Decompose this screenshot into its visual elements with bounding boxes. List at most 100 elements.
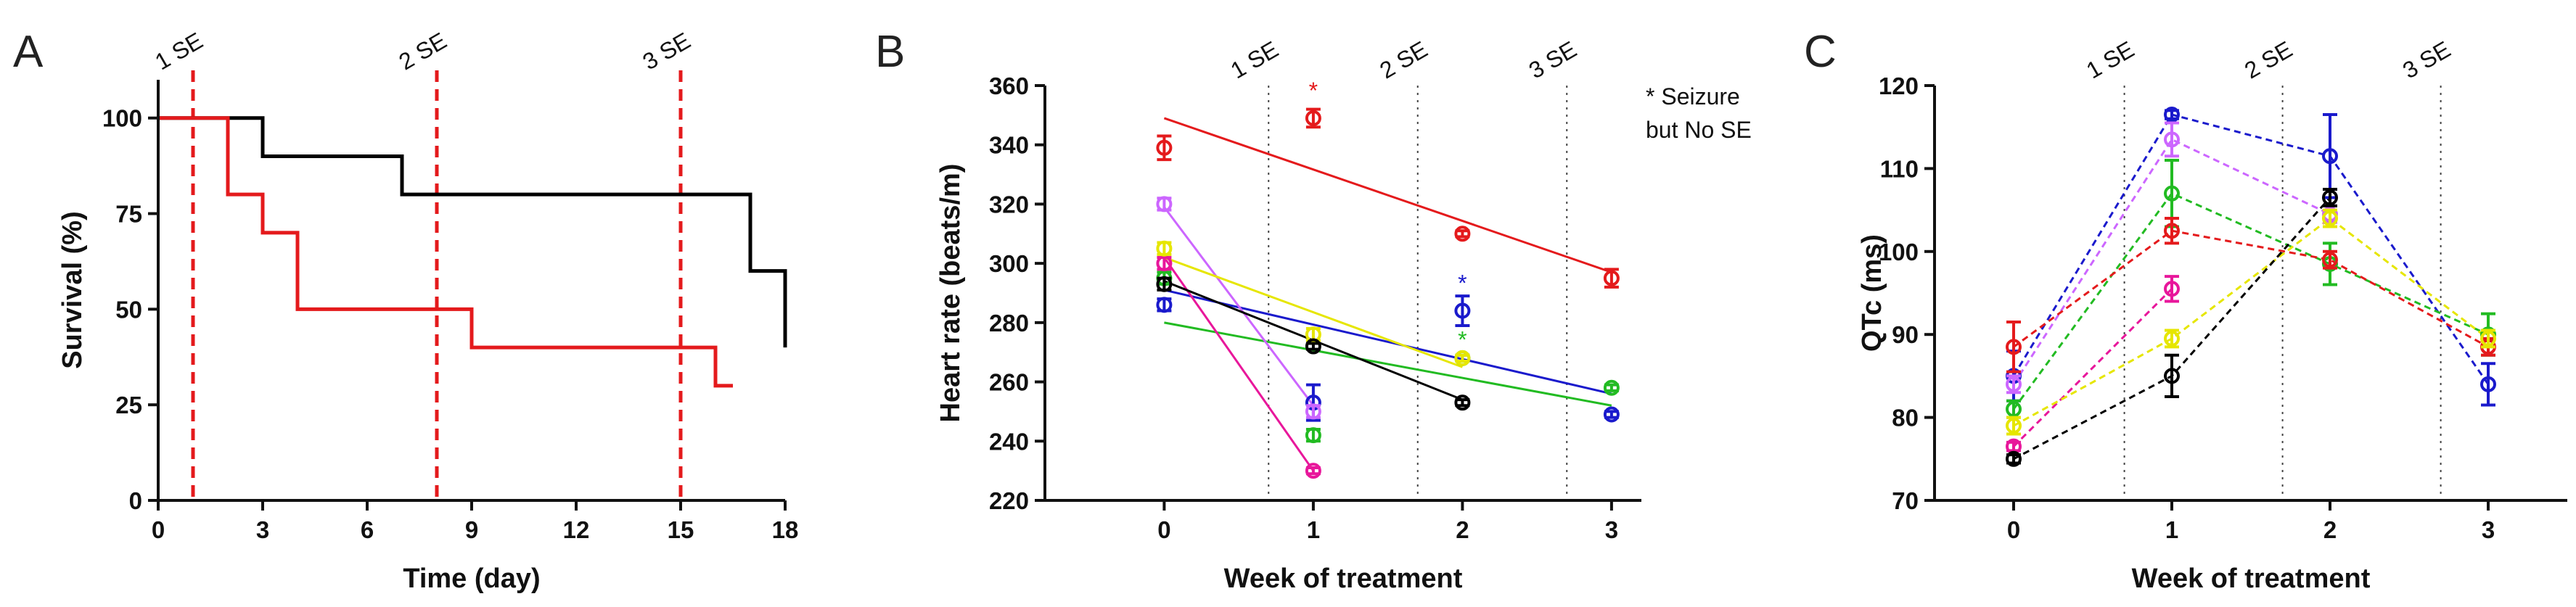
panel-c-y-tick-label: 80 bbox=[1892, 405, 1919, 431]
panel-c-point-green bbox=[2164, 185, 2180, 202]
panel-b-x-axis-title: Week of treatment bbox=[1224, 563, 1463, 594]
panel-a-x-axis-title: Time (day) bbox=[403, 563, 540, 594]
panel-c-point-yellow bbox=[2006, 418, 2022, 434]
panel-b-fit-line-magenta bbox=[1163, 257, 1315, 472]
panel-c-point-yellow bbox=[2322, 210, 2338, 227]
panel-b-y-tick-label: 240 bbox=[989, 428, 1029, 455]
panel-c-series-line-red bbox=[2013, 229, 2489, 348]
panel-a-x-tick-label: 15 bbox=[668, 516, 694, 543]
panel-b-point-magenta bbox=[1156, 255, 1173, 272]
panel-c-x-tick-label: 3 bbox=[2482, 516, 2495, 543]
panel-c-point-red bbox=[2164, 223, 2180, 239]
panel-b-point-magenta bbox=[1305, 463, 1321, 479]
panel-a-x-tick-label: 6 bbox=[361, 516, 374, 543]
panel-a-y-tick-label: 25 bbox=[115, 392, 142, 418]
panel-b-y-tick-label: 320 bbox=[989, 191, 1029, 218]
panel-b-note-line: but No SE bbox=[1646, 117, 1752, 143]
panel-b-note-line: * Seizure bbox=[1646, 83, 1740, 110]
panel-b-star-annotation: * bbox=[1309, 78, 1318, 104]
panel-c-y-axis-title: QTc (ms) bbox=[1857, 234, 1887, 352]
panel-a-se-marker-label: 1 SE bbox=[150, 28, 207, 75]
panel-b-point-black bbox=[1156, 276, 1173, 292]
panel-a-survival-curve-treated bbox=[158, 116, 733, 388]
panel-c-point-blue bbox=[2164, 107, 2180, 123]
panel-c-y-tick-label: 110 bbox=[1880, 155, 1919, 182]
panel-b-letter: B bbox=[875, 27, 905, 77]
panel-a-letter: A bbox=[13, 27, 44, 77]
panel-a-x-tick-label: 3 bbox=[256, 516, 269, 543]
panel-b-y-tick-label: 360 bbox=[989, 73, 1029, 99]
panel-c-point-yellow bbox=[2480, 330, 2496, 347]
panel-b-fit-line-yellow bbox=[1163, 256, 1463, 368]
panel-c-point-violet bbox=[2006, 376, 2022, 392]
panel-b-point-red bbox=[1454, 226, 1471, 242]
panel-a-se-marker-label: 2 SE bbox=[394, 28, 451, 75]
panel-c-point-yellow bbox=[2164, 330, 2180, 347]
panel-b-fit-line-red bbox=[1163, 117, 1612, 273]
panel-b-point-black bbox=[1454, 395, 1471, 411]
panel-b-y-tick-label: 340 bbox=[989, 132, 1029, 159]
panel-c-x-tick-label: 1 bbox=[2165, 516, 2178, 543]
panel-c-se-marker-label: 2 SE bbox=[2240, 36, 2297, 84]
panel-c-point-black bbox=[2322, 189, 2338, 206]
panel-b-y-axis-title: Heart rate (beats/m) bbox=[935, 164, 966, 423]
panel-b-se-marker-label: 2 SE bbox=[1375, 36, 1432, 84]
panel-a-y-tick-label: 0 bbox=[129, 487, 142, 514]
panel-c-series-line-green bbox=[2012, 191, 2489, 410]
panel-b-point-red bbox=[1603, 270, 1620, 286]
panel-c-point-magenta bbox=[2164, 281, 2180, 297]
panel-c-point-violet bbox=[2164, 131, 2180, 148]
panel-c-y-tick-label: 120 bbox=[1879, 73, 1919, 99]
panel-c-point-blue bbox=[2322, 148, 2338, 165]
panel-b-y-tick-label: 260 bbox=[989, 369, 1029, 396]
panel-b-x-tick-label: 3 bbox=[1605, 516, 1618, 543]
panel-b-point-yellow bbox=[1454, 350, 1471, 366]
panel-b-x-tick-label: 0 bbox=[1157, 516, 1170, 543]
panel-b-y-tick-label: 300 bbox=[989, 250, 1029, 277]
panel-c-point-red bbox=[2322, 252, 2338, 268]
panel-b-star-annotation: * bbox=[1458, 271, 1467, 297]
panel-b-point-blue bbox=[1603, 406, 1620, 423]
panel-b-point-violet bbox=[1305, 403, 1321, 420]
panel-c-series-line-violet bbox=[2012, 138, 2331, 385]
panel-c-se-marker-label: 3 SE bbox=[2398, 36, 2455, 84]
panel-b-y-tick-label: 220 bbox=[989, 487, 1029, 514]
panel-a-y-axis-title: Survival (%) bbox=[57, 211, 88, 369]
panel-c-point-black bbox=[2006, 450, 2022, 467]
panel-b-point-yellow bbox=[1156, 240, 1173, 257]
panel-b-point-red bbox=[1156, 139, 1173, 156]
panel-c-x-axis-title: Week of treatment bbox=[2132, 563, 2371, 594]
panel-b-se-marker-label: 1 SE bbox=[1226, 36, 1283, 84]
panel-c-se-marker-label: 1 SE bbox=[2082, 36, 2138, 84]
panel-c-point-blue bbox=[2480, 376, 2496, 392]
panel-c-point-green bbox=[2006, 401, 2022, 418]
panel-b-point-blue bbox=[1156, 297, 1173, 313]
panel-b-se-marker-label: 3 SE bbox=[1525, 36, 1581, 84]
panel-b-point-black bbox=[1305, 338, 1321, 355]
panel-a-se-marker-label: 3 SE bbox=[638, 28, 694, 75]
panel-a-survival-curve-control bbox=[158, 116, 787, 348]
panel-a-y-tick-label: 75 bbox=[115, 201, 142, 228]
panel-b-y-tick-label: 280 bbox=[989, 310, 1029, 336]
panel-c-x-tick-label: 0 bbox=[2007, 516, 2020, 543]
panel-c-letter: C bbox=[1804, 27, 1837, 77]
panel-b-x-tick-label: 2 bbox=[1456, 516, 1469, 543]
panel-b-point-violet bbox=[1156, 196, 1173, 212]
panel-c-point-black bbox=[2164, 368, 2180, 384]
panel-b-point-red bbox=[1305, 110, 1321, 126]
panel-b-star-annotation: * bbox=[1458, 326, 1467, 352]
panel-b-fit-line-green bbox=[1164, 321, 1612, 407]
panel-b-fit-line-blue bbox=[1164, 289, 1612, 395]
panel-c-y-tick-label: 70 bbox=[1892, 487, 1919, 514]
panel-c-x-tick-label: 2 bbox=[2323, 516, 2337, 543]
panel-c-point-red bbox=[2006, 339, 2022, 355]
panel-c-series-line-blue bbox=[2012, 113, 2490, 385]
panel-b-x-tick-label: 1 bbox=[1307, 516, 1320, 543]
panel-c-series-line-yellow bbox=[2013, 217, 2489, 427]
panel-c-y-tick-label: 100 bbox=[1879, 239, 1919, 265]
panel-b-point-green bbox=[1603, 379, 1620, 396]
panel-a-y-tick-label: 50 bbox=[115, 296, 142, 323]
panel-c-series-line-magenta bbox=[2012, 288, 2173, 447]
panel-a-x-tick-label: 18 bbox=[772, 516, 799, 543]
